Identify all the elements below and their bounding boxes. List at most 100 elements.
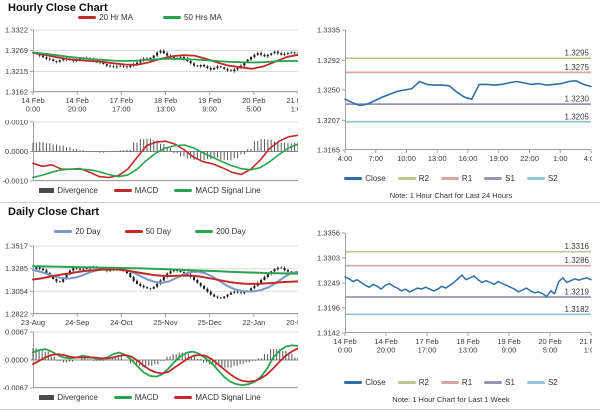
svg-text:24-Oct: 24-Oct xyxy=(110,318,133,327)
svg-text:1.3285: 1.3285 xyxy=(5,264,28,273)
svg-text:7:00: 7:00 xyxy=(368,154,383,163)
legend-label: 20 Hr MA xyxy=(99,13,133,22)
daily-pivot-note: Note: 1 Hour Chart for Last 1 Week xyxy=(392,395,510,404)
svg-text:0:00: 0:00 xyxy=(338,346,353,355)
svg-text:1.3286: 1.3286 xyxy=(565,256,590,265)
legend-item: MACD Signal Line xyxy=(174,393,261,402)
daily-price-legend: 20 Day 50 Day 200 Day xyxy=(2,227,298,236)
legend-item: MACD Signal Line xyxy=(174,186,261,195)
svg-text:14 Feb: 14 Feb xyxy=(65,96,88,105)
legend-item: R2 xyxy=(397,174,429,183)
svg-text:1.3182: 1.3182 xyxy=(565,305,590,314)
svg-text:0.0067: 0.0067 xyxy=(5,328,28,337)
svg-text:13:00: 13:00 xyxy=(459,346,478,355)
line-swatch xyxy=(440,381,459,384)
line-swatch xyxy=(174,189,193,192)
svg-text:0.0010: 0.0010 xyxy=(5,120,28,127)
svg-text:4:00: 4:00 xyxy=(584,154,592,163)
svg-text:4:00: 4:00 xyxy=(338,154,353,163)
line-swatch xyxy=(78,16,97,19)
svg-text:18 Feb: 18 Feb xyxy=(456,337,479,346)
svg-text:25-Nov: 25-Nov xyxy=(153,318,177,327)
svg-text:-0.0067: -0.0067 xyxy=(3,384,28,391)
svg-text:24-Sep: 24-Sep xyxy=(65,318,89,327)
bottom-divider xyxy=(0,409,600,410)
svg-text:1.3356: 1.3356 xyxy=(317,229,340,238)
legend-item: Divergence xyxy=(39,186,98,195)
legend-item: 20 Day xyxy=(54,227,101,236)
hourly-pivot-chart: 1.3335 1.3292 1.3250 1.3207 1.3165 4:00 7:00 10… xyxy=(310,26,598,166)
legend-label: 50 Hrs MA xyxy=(184,13,222,22)
hourly-pivot-note: Note: 1 Hour Chart for Last 24 Hours xyxy=(389,191,513,200)
line-swatch xyxy=(54,230,73,233)
svg-text:1:00: 1:00 xyxy=(291,105,298,114)
svg-text:19:00: 19:00 xyxy=(489,154,508,163)
svg-text:14 Feb: 14 Feb xyxy=(21,96,44,105)
svg-text:1.3316: 1.3316 xyxy=(565,242,590,251)
svg-text:1.3250: 1.3250 xyxy=(317,86,340,95)
hourly-price-legend: 20 Hr MA 50 Hrs MA xyxy=(2,13,298,22)
daily-section-title: Daily Close Chart xyxy=(8,206,100,218)
legend-label: Close xyxy=(365,174,386,183)
legend-label: R2 xyxy=(418,174,429,183)
line-swatch xyxy=(344,381,363,384)
line-swatch xyxy=(163,16,181,19)
svg-text:20 Feb: 20 Feb xyxy=(242,96,265,105)
svg-text:20-Feb: 20-Feb xyxy=(286,318,298,327)
svg-text:13:00: 13:00 xyxy=(428,154,447,163)
legend-item: R1 xyxy=(440,378,472,387)
svg-text:1.3303: 1.3303 xyxy=(317,253,340,262)
svg-text:9:00: 9:00 xyxy=(202,105,217,114)
svg-text:1.3165: 1.3165 xyxy=(317,146,340,155)
svg-text:21 Feb: 21 Feb xyxy=(579,337,592,346)
legend-label: S2 xyxy=(547,174,558,183)
svg-text:1.3335: 1.3335 xyxy=(317,26,340,35)
legend-label: 20 Day xyxy=(75,227,101,236)
svg-text:1.3215: 1.3215 xyxy=(5,67,28,76)
svg-text:17 Feb: 17 Feb xyxy=(415,337,438,346)
bar-swatch xyxy=(39,188,55,193)
legend-label: 200 Day xyxy=(215,227,246,236)
hourly-section-title: Hourly Close Chart xyxy=(8,2,108,14)
legend-label: Divergence xyxy=(57,186,98,195)
line-swatch xyxy=(526,381,545,384)
line-swatch xyxy=(194,230,213,233)
svg-text:23-Aug: 23-Aug xyxy=(21,318,45,327)
line-swatch xyxy=(484,381,503,384)
svg-text:1.3269: 1.3269 xyxy=(5,46,28,55)
daily-price-chart: 1.3517 1.3285 1.3054 1.2822 23-Aug 24-Sep 24-O… xyxy=(2,242,310,328)
svg-text:14 Feb: 14 Feb xyxy=(333,337,356,346)
legend-item: R2 xyxy=(397,378,429,387)
svg-text:1.3295: 1.3295 xyxy=(565,49,590,58)
svg-text:25-Dec: 25-Dec xyxy=(198,318,222,327)
svg-text:1.3249: 1.3249 xyxy=(317,279,340,288)
svg-text:20:00: 20:00 xyxy=(377,346,396,355)
svg-text:10:00: 10:00 xyxy=(397,154,416,163)
daily-pivot-legend: Close R2 R1 S1 S2 xyxy=(310,378,592,387)
daily-macd-chart: 0.0067 0.0000 -0.0067 xyxy=(2,328,299,393)
legend-item: R1 xyxy=(440,174,473,183)
svg-text:17 Feb: 17 Feb xyxy=(110,96,133,105)
line-swatch xyxy=(344,177,363,180)
svg-text:20:00: 20:00 xyxy=(68,105,87,114)
line-swatch xyxy=(484,177,503,180)
svg-text:1.3196: 1.3196 xyxy=(317,303,340,312)
legend-item: 200 Day xyxy=(194,227,246,236)
legend-item: S1 xyxy=(484,378,515,387)
svg-text:16:00: 16:00 xyxy=(459,154,478,163)
svg-text:13:00: 13:00 xyxy=(156,105,175,114)
svg-text:0:00: 0:00 xyxy=(26,105,41,114)
legend-item: MACD xyxy=(113,393,158,402)
line-swatch xyxy=(440,177,459,180)
legend-label: R1 xyxy=(461,174,473,183)
hourly-macd-chart: 0.0010 0.0000 -0.0010 xyxy=(2,118,299,186)
line-swatch xyxy=(174,396,193,399)
svg-text:-0.0010: -0.0010 xyxy=(3,177,28,185)
legend-item: Close xyxy=(344,378,386,387)
legend-item: 50 Hrs MA xyxy=(163,13,222,22)
line-swatch xyxy=(113,396,132,399)
legend-item: S2 xyxy=(526,174,558,183)
svg-text:0.0000: 0.0000 xyxy=(5,356,28,365)
svg-text:1.3162: 1.3162 xyxy=(5,88,28,97)
legend-label: S1 xyxy=(505,378,515,387)
